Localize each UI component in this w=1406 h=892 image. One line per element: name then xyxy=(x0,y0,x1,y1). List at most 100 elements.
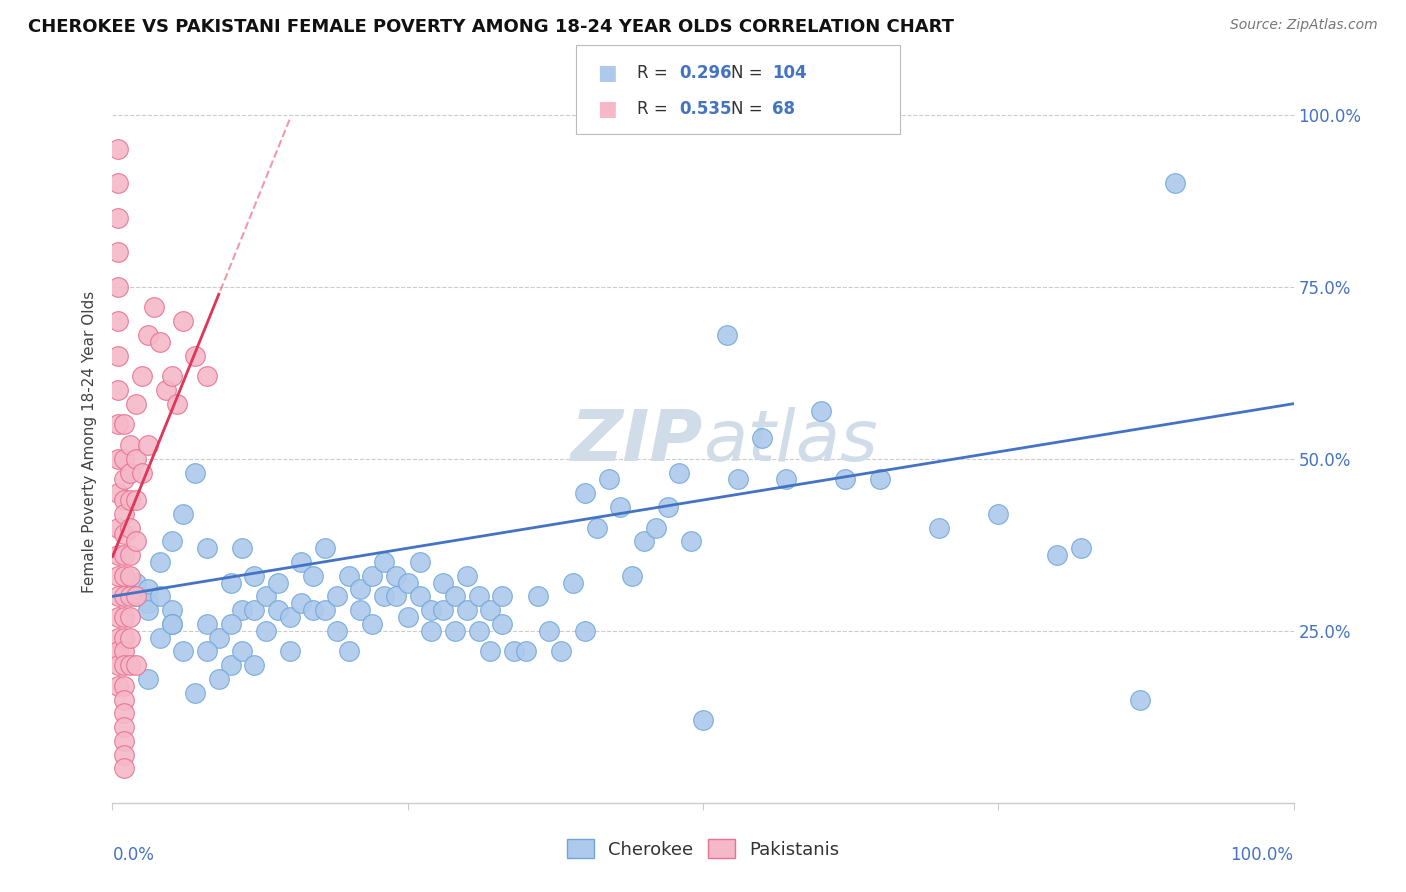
Point xyxy=(172,644,194,658)
Point xyxy=(195,616,218,631)
Point xyxy=(125,590,148,604)
Point xyxy=(278,644,301,658)
Point xyxy=(195,369,218,384)
Point xyxy=(420,603,443,617)
Point xyxy=(219,616,242,631)
Text: 104: 104 xyxy=(772,64,807,82)
Point xyxy=(107,568,129,582)
Point xyxy=(112,747,135,762)
Point xyxy=(727,472,749,486)
Point xyxy=(112,590,135,604)
Point xyxy=(869,472,891,486)
Point xyxy=(302,603,325,617)
Point xyxy=(278,610,301,624)
Point xyxy=(107,520,129,534)
Point xyxy=(112,679,135,693)
Point xyxy=(810,403,832,417)
Point xyxy=(716,327,738,342)
Point xyxy=(420,624,443,638)
Point xyxy=(107,644,129,658)
Point xyxy=(208,672,231,686)
Point xyxy=(131,369,153,384)
Point xyxy=(491,590,513,604)
Point xyxy=(120,493,142,508)
Point xyxy=(231,603,253,617)
Point xyxy=(385,568,408,582)
Point xyxy=(467,590,489,604)
Point xyxy=(337,568,360,582)
Point xyxy=(112,548,135,562)
Point xyxy=(136,603,159,617)
Point xyxy=(184,466,207,480)
Point xyxy=(120,658,142,673)
Point xyxy=(107,314,129,328)
Point xyxy=(373,590,395,604)
Point xyxy=(112,720,135,734)
Point xyxy=(609,500,631,514)
Text: R =: R = xyxy=(637,64,673,82)
Point xyxy=(574,624,596,638)
Point xyxy=(574,486,596,500)
Point xyxy=(112,527,135,541)
Point xyxy=(166,397,188,411)
Point xyxy=(107,177,129,191)
Point xyxy=(120,590,142,604)
Point xyxy=(172,314,194,328)
Point xyxy=(142,301,165,315)
Point xyxy=(107,383,129,397)
Point xyxy=(120,548,142,562)
Point xyxy=(112,507,135,521)
Text: atlas: atlas xyxy=(703,407,877,476)
Point xyxy=(1129,692,1152,706)
Point xyxy=(538,624,561,638)
Point xyxy=(120,466,142,480)
Point xyxy=(160,616,183,631)
Text: 0.296: 0.296 xyxy=(679,64,731,82)
Point xyxy=(503,644,526,658)
Point xyxy=(491,616,513,631)
Point xyxy=(136,438,159,452)
Point xyxy=(107,417,129,432)
Point xyxy=(1070,541,1092,556)
Point xyxy=(125,575,148,590)
Point xyxy=(125,451,148,466)
Point xyxy=(112,472,135,486)
Point xyxy=(112,761,135,775)
Point xyxy=(396,575,419,590)
Point xyxy=(314,541,336,556)
Text: R =: R = xyxy=(637,100,673,119)
Point xyxy=(408,590,430,604)
Point xyxy=(172,507,194,521)
Text: Source: ZipAtlas.com: Source: ZipAtlas.com xyxy=(1230,18,1378,32)
Point xyxy=(107,279,129,293)
Point xyxy=(160,603,183,617)
Point xyxy=(467,624,489,638)
Point xyxy=(479,644,502,658)
Point xyxy=(149,590,172,604)
Text: 0.535: 0.535 xyxy=(679,100,731,119)
Point xyxy=(290,596,312,610)
Point xyxy=(107,679,129,693)
Point xyxy=(987,507,1010,521)
Point xyxy=(120,610,142,624)
Point xyxy=(668,466,690,480)
Point xyxy=(125,590,148,604)
Point xyxy=(136,672,159,686)
Point xyxy=(195,644,218,658)
Point xyxy=(267,575,290,590)
Point xyxy=(585,520,607,534)
Text: ■: ■ xyxy=(598,63,617,83)
Text: CHEROKEE VS PAKISTANI FEMALE POVERTY AMONG 18-24 YEAR OLDS CORRELATION CHART: CHEROKEE VS PAKISTANI FEMALE POVERTY AMO… xyxy=(28,18,955,36)
Point xyxy=(456,568,478,582)
Point xyxy=(184,349,207,363)
Point xyxy=(112,706,135,721)
Point xyxy=(254,590,277,604)
Point xyxy=(550,644,572,658)
Point xyxy=(131,466,153,480)
Point xyxy=(107,211,129,225)
Legend: Cherokee, Pakistanis: Cherokee, Pakistanis xyxy=(560,832,846,866)
Point xyxy=(1164,177,1187,191)
Text: 0.0%: 0.0% xyxy=(112,847,155,864)
Text: 68: 68 xyxy=(772,100,794,119)
Point xyxy=(107,658,129,673)
